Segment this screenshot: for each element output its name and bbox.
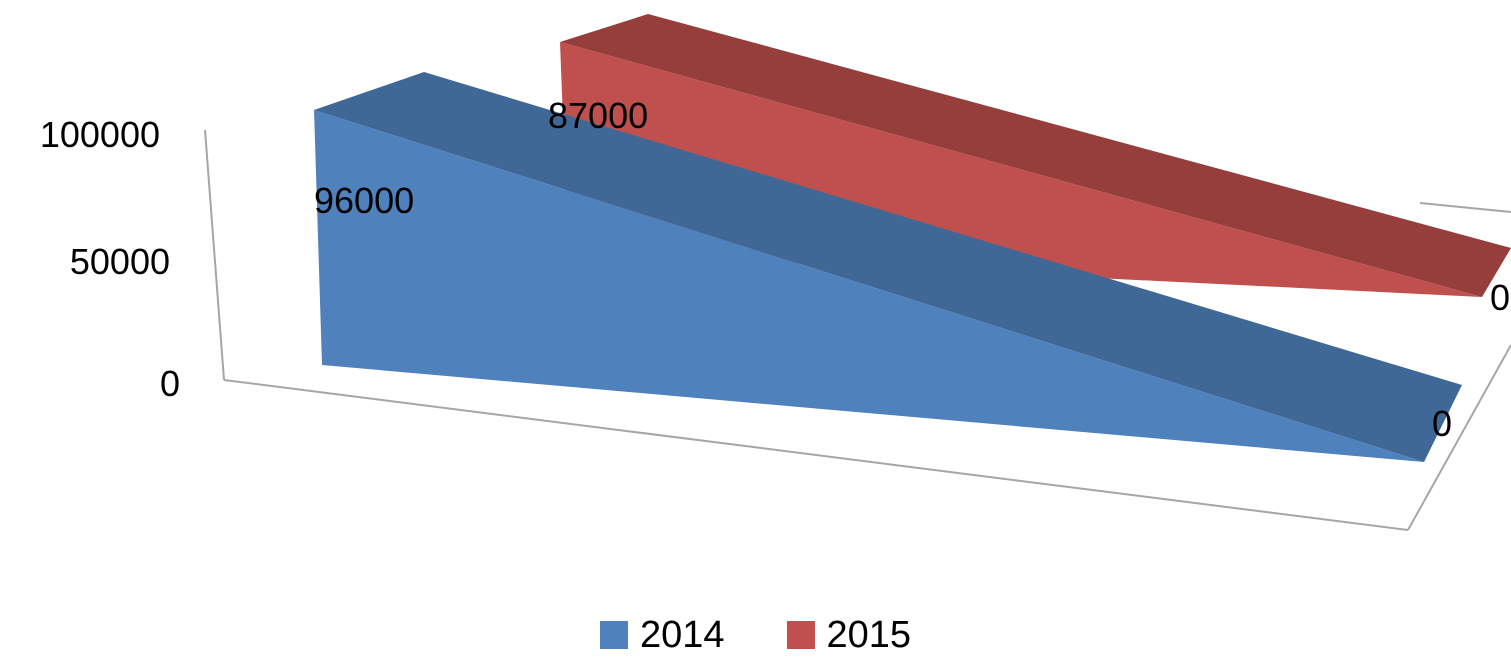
chart-data-labels: 87000 0 96000 0 — [314, 95, 1510, 444]
legend-swatch-2015 — [786, 620, 815, 649]
x-axis-floor-right-line — [1407, 344, 1511, 531]
legend-label-2014: 2014 — [639, 613, 725, 656]
legend-swatch-2014 — [599, 620, 628, 649]
data-label-2014-0: 96000 — [314, 180, 414, 221]
data-label-2015-1: 0 — [1490, 277, 1510, 318]
area-front-face-2014[interactable] — [314, 110, 1424, 462]
back-wall-top-line — [1419, 202, 1511, 213]
y-axis-line — [204, 129, 225, 381]
legend-label-2015: 2015 — [826, 613, 912, 656]
y-tick-label: 100000 — [40, 114, 160, 155]
chart-axes: 100000 50000 0 — [40, 114, 1511, 531]
y-tick-label: 0 — [160, 363, 180, 404]
area-top-face-2015[interactable] — [560, 14, 1511, 297]
legend-item-2015[interactable]: 2015 — [786, 613, 912, 656]
x-axis-floor-front-line — [223, 379, 1409, 531]
data-label-2014-1: 0 — [1432, 403, 1452, 444]
y-tick-label: 50000 — [70, 241, 170, 282]
legend: 2014 2015 — [0, 612, 1511, 657]
legend-item-2014[interactable]: 2014 — [599, 613, 725, 656]
chart-series — [314, 14, 1511, 462]
area-top-face-2014[interactable] — [314, 72, 1462, 462]
data-label-2015-0: 87000 — [548, 95, 648, 136]
